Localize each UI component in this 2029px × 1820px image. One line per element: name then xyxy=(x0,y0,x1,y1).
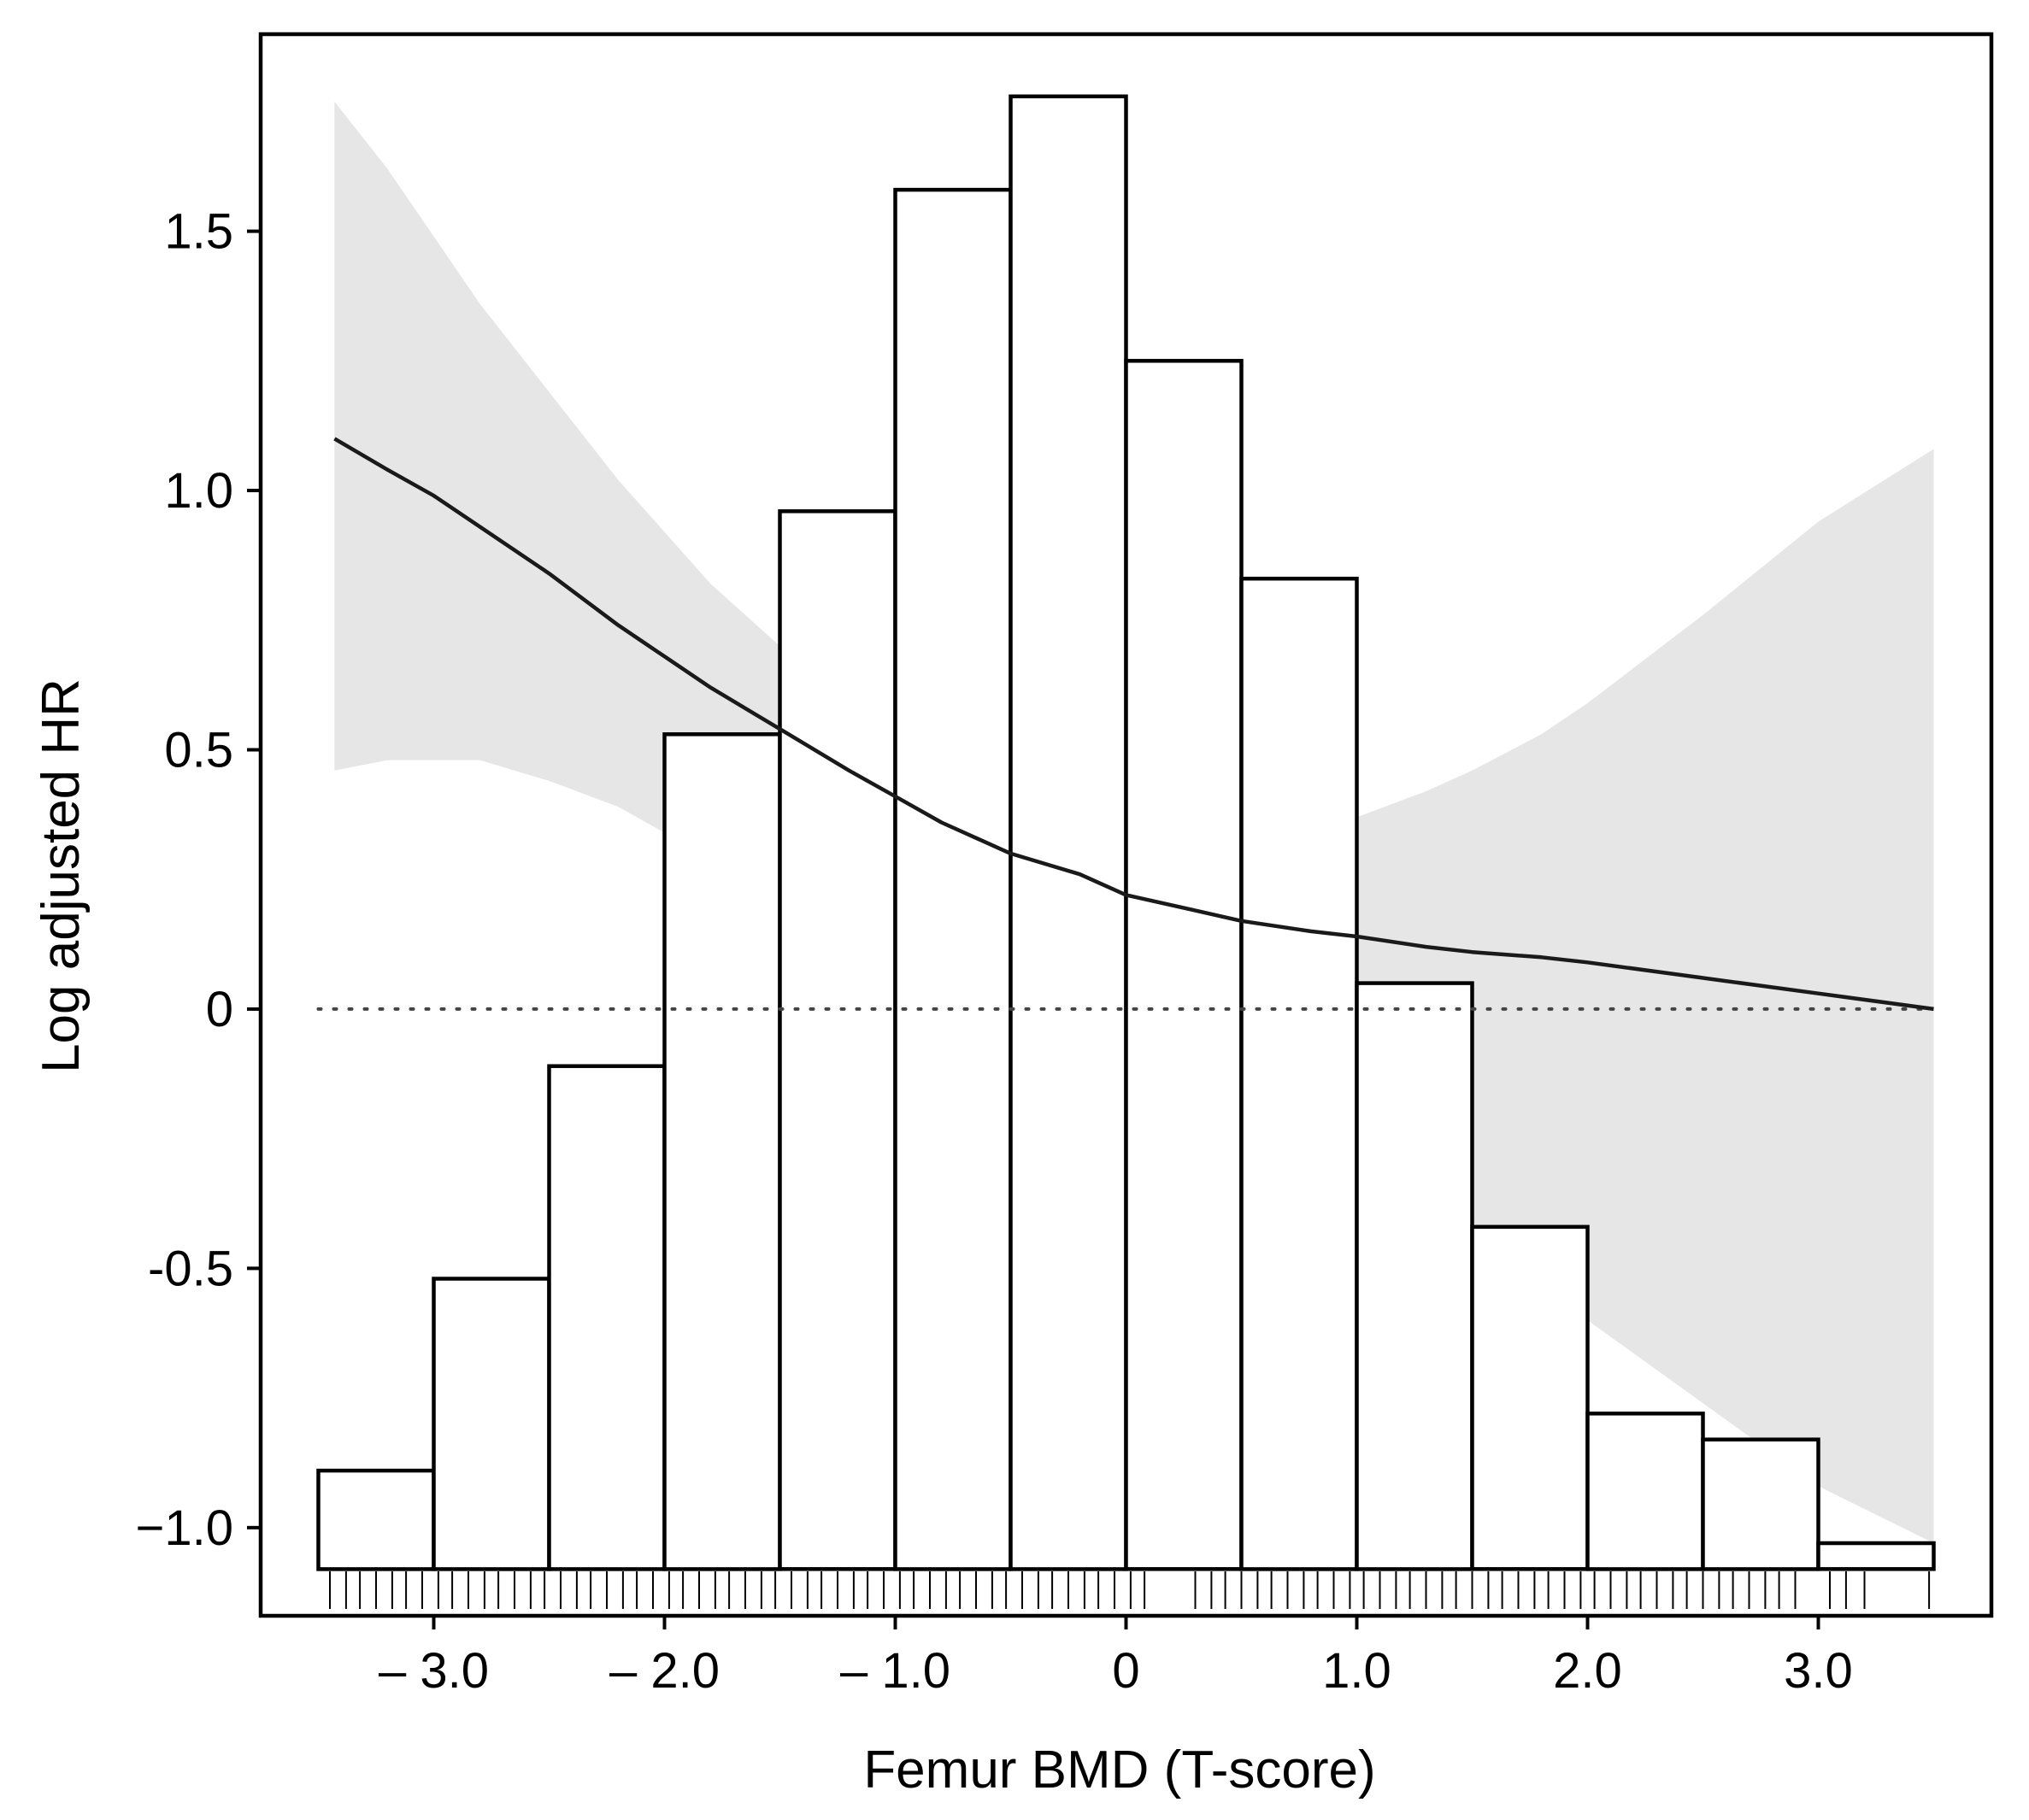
y-tick-label: −1.0 xyxy=(136,1500,234,1556)
x-tick-label: 1.0 xyxy=(1322,1643,1391,1699)
histogram-bar xyxy=(778,509,897,1571)
histogram-bar xyxy=(1701,1437,1820,1571)
y-tick-label: 0.5 xyxy=(164,723,233,778)
x-tick-label: – 2.0 xyxy=(609,1643,720,1699)
histogram-bar xyxy=(547,1064,667,1571)
x-tick-label: 3.0 xyxy=(1784,1643,1853,1699)
series-line-layer xyxy=(333,437,1934,1012)
histogram-bar xyxy=(662,732,782,1571)
x-tick-label: 0 xyxy=(1112,1643,1139,1699)
histogram-bar xyxy=(1124,359,1244,1571)
y-axis-title: Log adjusted HR xyxy=(32,678,91,1073)
y-tick-label: -0.5 xyxy=(148,1241,233,1296)
histogram-bar xyxy=(893,187,1013,1571)
y-tick-label: 1.0 xyxy=(164,463,233,519)
x-axis-ticks: – 3.0 – 2.0 – 1.0 0 1.0 2.0 3.0 xyxy=(379,1616,1853,1699)
histogram-bar xyxy=(1585,1412,1705,1571)
y-axis-ticks: −1.0 -0.5 0 0.5 1.0 1.5 xyxy=(136,204,261,1556)
histogram-bar xyxy=(1239,576,1359,1571)
x-axis-title: Femur BMD (T-score) xyxy=(863,1741,1375,1799)
x-tick-label: 2.0 xyxy=(1553,1643,1622,1699)
histogram-bar xyxy=(432,1277,551,1571)
histogram-bar xyxy=(316,1468,436,1571)
histogram-bar xyxy=(1355,981,1474,1571)
y-tick-label: 0 xyxy=(206,982,233,1037)
confidence-band xyxy=(334,101,1934,1543)
x-tick-label: – 3.0 xyxy=(379,1643,489,1699)
confidence-band-layer xyxy=(334,101,1934,1543)
rug-ticks xyxy=(329,1571,1931,1609)
histogram-bars xyxy=(316,94,1936,1571)
x-tick-label: – 1.0 xyxy=(840,1643,950,1699)
histogram-bar xyxy=(1009,94,1128,1571)
histogram-bar xyxy=(1470,1224,1590,1571)
y-tick-label: 1.5 xyxy=(164,204,233,260)
histogram-bar xyxy=(1816,1541,1936,1571)
series-line xyxy=(333,437,1934,1012)
